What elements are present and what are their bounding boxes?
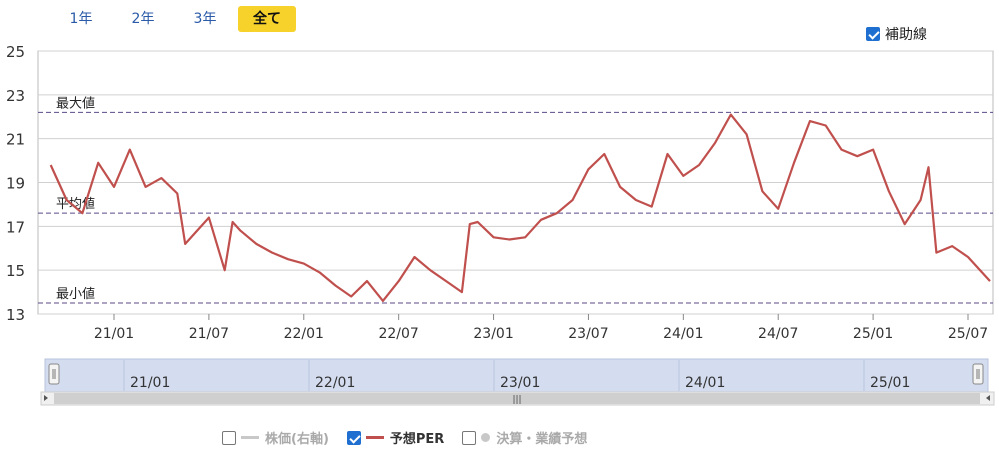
aux-lines-toggle[interactable]: 補助線 [866,24,927,44]
navigator-label: 23/01 [500,375,540,391]
range-tab-all[interactable]: 全て [238,6,296,32]
aux-lines-label: 補助線 [885,27,927,43]
navigator-scrollbar-thumb[interactable] [54,393,980,404]
range-tab-2y[interactable]: 2年 [131,11,155,27]
range-tab-1y[interactable]: 1年 [69,11,93,27]
legend-earnings-label: 決算・業績予想 [496,432,588,447]
navigator-selection[interactable] [44,358,989,393]
navigator-right-handle[interactable] [972,363,984,385]
legend-price-line-icon [241,436,259,439]
navigator-label: 21/01 [130,375,170,391]
navigator-left-handle[interactable] [48,363,60,385]
legend-per-line-icon [365,436,384,439]
legend-earnings-dot-icon [481,433,491,442]
legend-item-per[interactable]: 予想PER [346,428,445,447]
legend-price-checkbox[interactable] [222,430,236,445]
scroll-left-arrow-icon[interactable] [44,395,48,401]
navigator-label: 24/01 [685,375,725,391]
aux-lines-checkbox[interactable] [866,27,880,41]
range-tab-3y[interactable]: 3年 [193,11,217,27]
legend-per-checkbox[interactable] [346,430,361,445]
scroll-right-arrow-icon[interactable] [986,395,990,401]
legend-item-earnings[interactable]: 決算・業績予想 [462,428,587,447]
legend-item-price[interactable]: 株価(右軸) [222,428,329,447]
navigator-label: 25/01 [870,375,910,391]
legend: 株価(右軸) 予想PER 決算・業績予想 [222,428,587,447]
range-tabs: 1年 2年 3年 全て [52,6,296,32]
legend-earnings-checkbox[interactable] [462,430,477,445]
legend-price-label: 株価(右軸) [265,432,329,447]
navigator-label: 22/01 [315,375,355,391]
legend-per-label: 予想PER [389,432,445,447]
scrollbar-grip-icon: ||| [512,395,521,405]
